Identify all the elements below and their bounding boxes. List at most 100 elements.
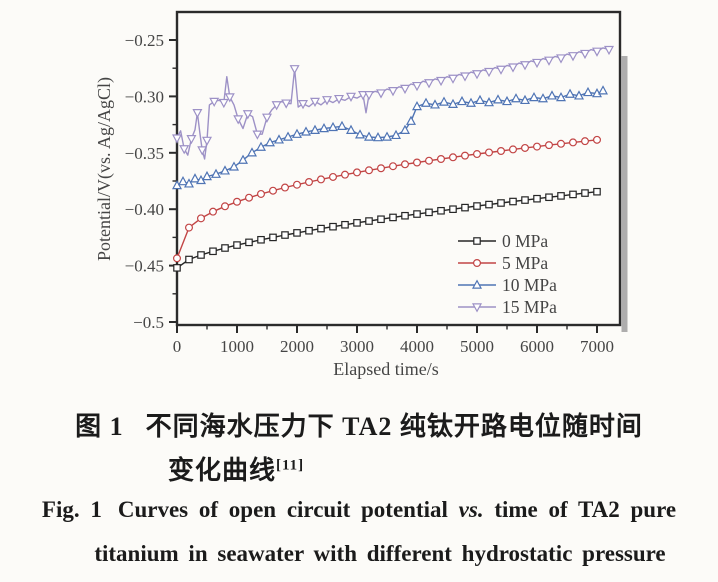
triangle-down-marker	[507, 63, 519, 73]
triangle-up-marker	[438, 96, 450, 106]
triangle-down-marker	[591, 47, 603, 57]
circle-marker	[305, 178, 314, 187]
triangle-up-marker	[300, 126, 312, 136]
square-marker	[581, 189, 589, 197]
triangle-up-marker	[318, 122, 330, 133]
triangle-down-marker	[363, 91, 375, 101]
triangle-down-marker	[375, 89, 387, 99]
triangle-up-marker	[255, 141, 267, 151]
x-axis-title: Elapsed time/s	[333, 359, 438, 379]
square-marker	[557, 192, 565, 200]
square-marker	[341, 220, 349, 229]
square-marker	[329, 222, 337, 231]
y-axis-title: Potential/V(vs. Ag/AgCl)	[94, 77, 115, 261]
series-10-mpa	[171, 85, 609, 190]
triangle-down-marker	[471, 70, 483, 80]
y-tick-label: −0.5	[133, 313, 164, 332]
circle-marker	[365, 166, 374, 175]
series-15-mpa	[171, 45, 615, 160]
triangle-up-marker	[456, 95, 468, 106]
triangle-down-marker	[495, 65, 507, 75]
triangle-down-marker	[192, 109, 203, 119]
triangle-down-marker	[179, 145, 190, 155]
triangle-down-marker	[252, 130, 263, 140]
square-marker	[485, 200, 493, 209]
x-tick-label: 6000	[520, 337, 554, 356]
triangle-up-marker	[291, 128, 303, 138]
triangle-up-marker	[405, 115, 417, 125]
triangle-up-marker	[183, 178, 195, 188]
circle-marker	[341, 170, 350, 179]
circle-marker	[293, 180, 302, 189]
circle-marker	[353, 168, 362, 177]
triangle-up-marker	[228, 161, 240, 171]
square-marker	[269, 233, 277, 242]
triangle-down-marker	[281, 99, 292, 109]
caption-en-text-post: time of TA2 pure	[494, 497, 677, 522]
triangle-up-marker	[201, 170, 213, 181]
triangle-down-marker	[345, 92, 357, 102]
triangle-up-marker	[597, 85, 609, 95]
triangle-down-marker	[579, 49, 591, 60]
square-marker	[473, 202, 481, 210]
circle-marker	[520, 143, 529, 152]
square-marker	[293, 229, 301, 237]
legend-label: 10 MPa	[502, 275, 557, 295]
triangle-up-marker	[501, 95, 513, 106]
triangle-up-marker	[264, 137, 276, 147]
caption-zh-citation: [11]	[276, 457, 305, 474]
triangle-up-marker	[210, 168, 222, 178]
series-5-mpa	[173, 135, 601, 263]
caption-english-line2: titanium in seawater with different hydr…	[94, 541, 666, 566]
legend-label: 15 MPa	[502, 297, 557, 317]
triangle-up-marker	[309, 124, 321, 134]
triangle-up-marker	[420, 97, 432, 107]
circle-marker	[580, 137, 589, 146]
legend-label: 0 MPa	[502, 231, 548, 251]
circle-marker	[509, 145, 518, 154]
square-marker	[257, 235, 265, 244]
triangle-down-marker	[531, 58, 543, 69]
triangle-down-marker	[567, 52, 579, 62]
square-marker	[545, 193, 553, 202]
circle-marker	[485, 148, 494, 157]
circle-marker	[329, 172, 338, 181]
legend-item-10-mpa: 10 MPa	[458, 275, 557, 295]
circle-marker	[173, 254, 182, 263]
triangle-up-marker	[363, 131, 375, 141]
circle-marker	[461, 151, 470, 160]
triangle-up-marker	[546, 90, 558, 100]
triangle-down-marker	[435, 76, 447, 87]
square-marker	[437, 206, 445, 215]
square-marker	[425, 208, 433, 217]
square-marker	[509, 197, 517, 206]
x-tick-label: 3000	[340, 337, 374, 356]
square-marker	[497, 199, 505, 207]
circle-marker	[233, 197, 242, 206]
triangle-up-marker	[372, 132, 384, 142]
circle-marker	[209, 207, 218, 216]
triangle-down-marker	[261, 113, 273, 123]
circle-marker	[544, 141, 553, 150]
triangle-down-marker	[242, 110, 253, 120]
caption-chinese-line1: 图 1 不同海水压力下 TA2 纯钛开路电位随时间	[0, 406, 718, 443]
triangle-down-marker	[399, 84, 411, 95]
circle-marker	[269, 186, 278, 195]
circle-marker	[317, 175, 326, 184]
y-tick-label: −0.45	[125, 257, 164, 276]
square-marker	[245, 238, 253, 247]
triangle-up-marker	[390, 129, 402, 140]
legend-item-15-mpa: 15 MPa	[458, 297, 557, 317]
triangle-up-marker	[492, 94, 504, 104]
x-axis: 0 1000 2000 3000 4000 5000 6000 7000	[173, 325, 614, 356]
triangle-up-marker	[471, 279, 483, 289]
triangle-up-marker	[429, 99, 441, 109]
triangle-down-marker	[555, 54, 567, 64]
triangle-down-marker	[333, 94, 345, 105]
triangle-down-marker	[459, 72, 471, 82]
circle-marker	[437, 155, 446, 164]
triangle-up-marker	[354, 129, 366, 139]
circle-marker	[568, 138, 577, 147]
triangle-down-marker	[483, 67, 495, 78]
